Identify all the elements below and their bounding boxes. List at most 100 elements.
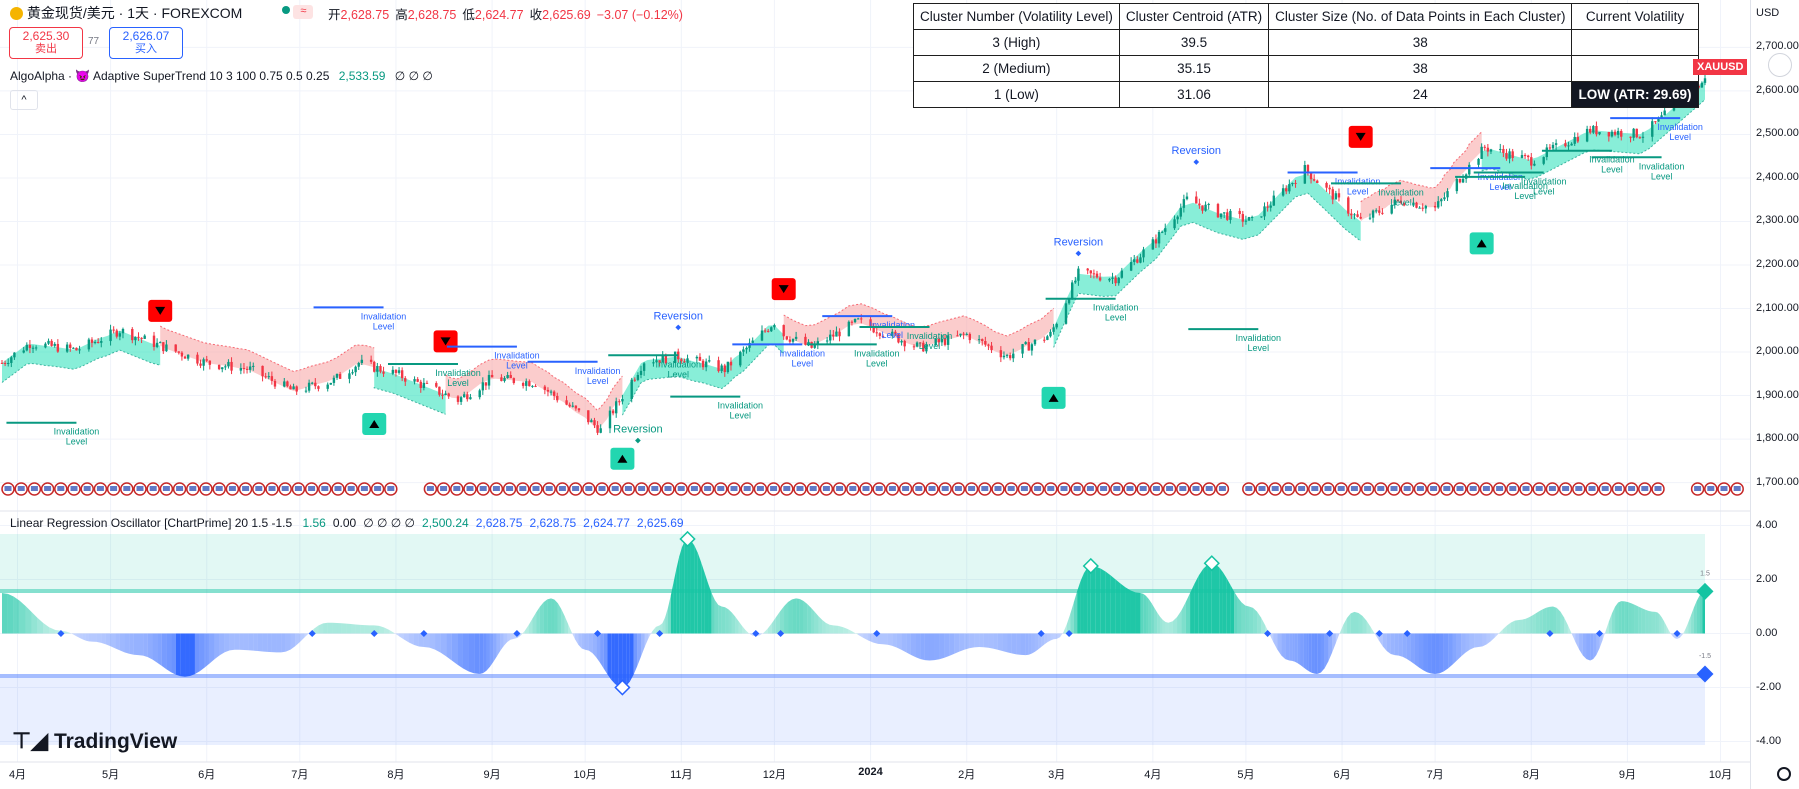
event-flag-inner — [360, 486, 368, 491]
candle-body — [1508, 151, 1511, 159]
osc-bear-area — [489, 633, 494, 667]
wave-icon[interactable]: ≈ — [293, 5, 314, 19]
candle-body — [273, 380, 277, 387]
osc-bull-area — [771, 617, 776, 634]
header-icons[interactable]: ≈ — [282, 3, 314, 19]
time-tick: 6月 — [198, 769, 216, 781]
collapse-chevron-up-icon[interactable]: ^ — [10, 90, 38, 110]
osc-bear-area — [239, 633, 244, 650]
osc-bull-area — [673, 568, 677, 634]
osc-bear-area — [147, 633, 153, 660]
candle-body — [543, 386, 547, 390]
osc-bear-area — [1007, 633, 1012, 654]
gear-icon[interactable] — [1777, 767, 1791, 781]
osc-bear-area — [892, 633, 897, 648]
osc-bull-area — [1370, 626, 1375, 634]
scroll-handle-icon[interactable] — [1768, 53, 1792, 77]
candle-body — [1381, 212, 1384, 214]
candle-body — [1160, 231, 1164, 233]
osc-bear-area — [929, 633, 935, 661]
osc-bull-area — [1532, 613, 1536, 634]
candle-body — [242, 368, 246, 370]
candle-body — [56, 343, 60, 352]
supertrend-legend[interactable]: AlgoAlpha · 😈 Adaptive SuperTrend 10 3 1… — [10, 69, 433, 83]
price-axis[interactable] — [1750, 0, 1799, 789]
event-flag-inner — [479, 486, 487, 491]
candle-body — [506, 375, 509, 379]
invalidation-label: Invalidation — [361, 311, 407, 321]
candle-body — [897, 334, 900, 343]
tv-mark-icon: ⊤◢ — [12, 728, 49, 753]
osc-bear-area — [1390, 633, 1395, 656]
osc-bull-area — [1522, 618, 1526, 634]
tradingview-logo: ⊤◢ TradingView — [12, 728, 177, 754]
time-tick: 8月 — [1522, 769, 1540, 781]
event-flag-inner — [677, 486, 685, 491]
osc-bull-area — [2, 593, 8, 634]
buy-label: 买入 — [135, 43, 157, 55]
zero-cross-diamond — [420, 629, 428, 638]
candle-body — [100, 341, 103, 343]
candle-body — [1486, 147, 1490, 152]
candle-body — [661, 354, 664, 363]
invalidation-label: Invalidation — [907, 331, 953, 341]
osc-bull-area — [725, 607, 729, 634]
event-flag-inner — [110, 486, 118, 491]
osc-bull-area — [1624, 601, 1629, 634]
event-flag-inner — [1298, 486, 1306, 491]
sell-arrow-icon — [778, 285, 789, 294]
event-flag-inner — [1364, 486, 1372, 491]
osc-bear-area — [1281, 633, 1286, 660]
candle-body — [903, 340, 906, 347]
event-flag-inner — [968, 486, 976, 491]
osc-bull-area — [1261, 617, 1266, 634]
sell-label: 卖出 — [35, 43, 57, 55]
price-tick: 1,800.00 — [1756, 432, 1799, 445]
candle-body — [1201, 205, 1204, 211]
osc-bull-area — [735, 616, 739, 634]
candle-body — [658, 360, 661, 363]
osc-bear-area — [1047, 633, 1051, 643]
candle-body — [1592, 126, 1595, 133]
osc-bear-area — [1482, 633, 1487, 647]
candle-body — [652, 362, 655, 364]
candle-body — [314, 382, 317, 387]
extreme-diamond — [679, 530, 696, 548]
price-tick: 1,700.00 — [1756, 475, 1799, 488]
osc-bear-area — [423, 633, 430, 648]
candle-body — [829, 334, 832, 341]
invalidation-level-label: Level — [1248, 343, 1270, 353]
osc-bull-area — [697, 552, 702, 634]
osc-upper-marker-label: 1.5 — [1700, 570, 1710, 577]
osc-bull-area — [536, 606, 540, 634]
osc-bear-area — [629, 633, 634, 682]
candle-body — [1607, 132, 1611, 137]
candle-body — [1356, 214, 1359, 217]
candle-body — [618, 401, 621, 403]
osc-bear-area — [959, 633, 965, 652]
symbol-header[interactable]: 黄金现货/美元 · 1天 · FOREXCOM — [10, 3, 242, 23]
candle-body — [419, 381, 422, 388]
reversion-diamond — [635, 437, 641, 444]
time-tick: 3月 — [1048, 769, 1066, 781]
candle-body — [1350, 213, 1353, 216]
osc-bull-area — [551, 598, 555, 634]
event-flag-inner — [96, 486, 104, 491]
sell-button[interactable]: 2,625.30 卖出 — [9, 27, 83, 59]
event-flag-inner — [268, 486, 276, 491]
buy-button[interactable]: 2,626.07 买入 — [109, 27, 183, 59]
oscillator-legend[interactable]: Linear Regression Oscillator [ChartPrime… — [10, 516, 684, 530]
candle-body — [918, 342, 922, 344]
osc-bull-area — [1498, 629, 1503, 634]
signal-markers: Reversion Reversion Reversion Reversion Inva… — [1, 117, 1744, 496]
candle-body — [115, 330, 118, 337]
event-flag-inner — [994, 486, 1002, 491]
osc-bear-area — [887, 633, 893, 646]
candle-body — [1219, 213, 1223, 218]
osc-bull-area — [384, 627, 390, 634]
event-flag-inner — [1694, 486, 1702, 491]
event-flag-inner — [30, 486, 38, 491]
candle-body — [1111, 277, 1114, 279]
candle-body — [34, 347, 38, 349]
